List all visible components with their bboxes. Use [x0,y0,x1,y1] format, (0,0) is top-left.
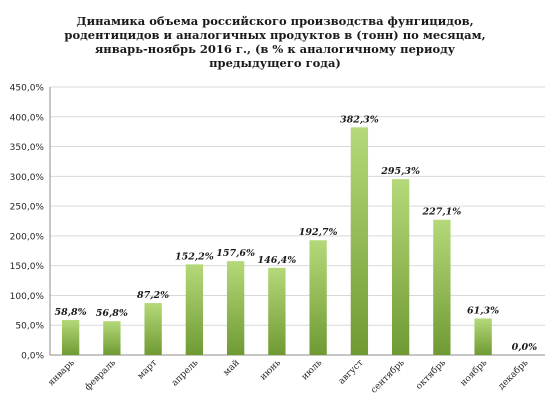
x-tick-label: январь [46,358,76,388]
x-tick-label: июль [300,358,324,382]
y-tick-label: 450,0% [10,84,45,94]
y-tick-label: 0,0% [21,352,44,362]
bar [433,219,451,355]
data-label: 192,7% [299,227,338,238]
y-tick-label: 200,0% [10,232,45,242]
x-tick-label: декабрь [496,357,531,392]
y-tick-label: 250,0% [10,203,45,213]
bar [268,267,286,355]
bar [103,321,121,355]
bar [309,240,327,355]
x-tick-label: ноябрь [458,357,489,388]
data-label: 0,0% [512,342,538,353]
y-axis: 0,0% 50,0% 100,0% 150,0% 200,0% 250,0% 300,0% 3… [10,84,45,362]
gridlines [49,86,545,356]
y-tick-label: 350,0% [10,143,45,153]
x-tick-label: февраль [83,358,118,393]
x-tick-label: май [222,358,242,378]
bar [61,319,80,355]
x-tick-label: сентябрь [368,357,406,395]
y-tick-label: 150,0% [10,262,45,272]
bar [144,303,162,355]
data-label: 227,1% [421,207,461,218]
data-label: 157,6% [216,248,255,259]
bar [226,261,245,355]
bar [474,318,492,355]
data-label: 58,8% [55,307,87,318]
data-label: 56,8% [96,308,128,319]
data-label: 295,3% [380,166,420,177]
x-axis: январь февраль март апрель май июнь июль август… [46,357,530,395]
bars [61,127,492,355]
y-tick-label: 400,0% [10,113,45,123]
bar [350,127,369,355]
bar [185,264,204,355]
data-label: 61,3% [467,305,499,316]
data-label: 146,4% [257,255,296,266]
x-tick-label: август [337,358,366,387]
x-tick-label: октябрь [414,357,449,392]
chart-title: Динамика объема российского производства… [64,14,486,70]
y-tick-label: 100,0% [10,292,45,302]
data-label: 87,2% [137,290,169,301]
data-label: 152,2% [175,251,214,262]
bar [391,179,410,355]
x-tick-label: апрель [170,358,201,389]
y-tick-label: 300,0% [10,173,45,183]
data-label: 382,3% [340,114,379,125]
data-labels: 58,8% 56,8% 87,2% 152,2% 157,6%146,4% 192,7% 3… [55,114,538,353]
y-tick-label: 50,0% [15,322,44,332]
x-tick-label: июнь [258,358,283,383]
x-tick-label: март [136,358,159,381]
